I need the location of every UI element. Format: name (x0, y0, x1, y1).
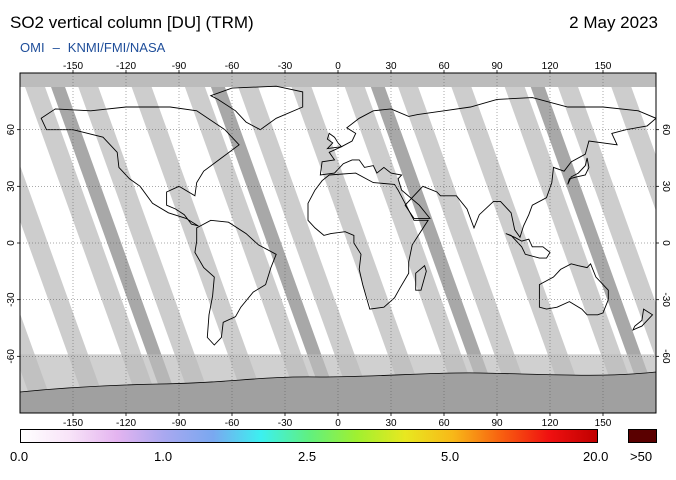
continent-japan (567, 157, 590, 185)
lon-label-top: 60 (438, 61, 450, 72)
lat-label-left: 0 (6, 240, 17, 246)
lon-label-top: 0 (335, 61, 341, 72)
continent-indonesia (505, 233, 551, 259)
colorbar-label: 1.0 (154, 449, 173, 464)
orbit-gap-band (286, 73, 429, 413)
lon-label-bottom: 150 (595, 418, 612, 429)
lon-label-bottom: -120 (116, 418, 136, 429)
orbit-gap-band (20, 165, 110, 413)
credit-institutions: KNMI/FMI/NASA (67, 40, 166, 55)
lon-label-bottom: 90 (491, 418, 503, 429)
orbit-row-anomaly-band (205, 73, 343, 413)
lat-label-left: 60 (6, 124, 17, 136)
continent-new-zealand (632, 308, 654, 331)
lat-label-right: 60 (660, 124, 671, 136)
map-date: 2 May 2023 (569, 13, 658, 32)
lon-label-top: -90 (172, 61, 187, 72)
map-title: SO2 vertical column [DU] (TRM) (10, 13, 254, 32)
lon-label-top: 90 (491, 61, 503, 72)
continent-madagascar (415, 264, 427, 291)
lat-label-right: 30 (660, 181, 671, 193)
colorbar-overflow-box (628, 429, 657, 443)
orbit-gap-band (499, 73, 643, 413)
colorbar-label: >50 (630, 449, 653, 464)
lon-label-bottom: 30 (385, 418, 397, 429)
lon-label-bottom: 120 (542, 418, 559, 429)
lon-label-top: 30 (385, 61, 397, 72)
credit-separator: – (52, 40, 60, 55)
colorbar-label: 20.0 (583, 449, 609, 464)
lat-label-left: 30 (6, 180, 17, 192)
lon-label-top: 150 (595, 61, 612, 72)
lon-label-top: -150 (63, 61, 83, 72)
lon-label-bottom: 0 (335, 418, 341, 429)
lon-label-top: -30 (278, 61, 293, 72)
lon-label-bottom: -150 (63, 418, 83, 429)
continent-uk (326, 132, 343, 150)
lon-label-bottom: -60 (225, 418, 240, 429)
orbit-gap-band (606, 73, 656, 212)
continent-north-america (40, 106, 240, 227)
continent-greenland (209, 85, 304, 131)
lon-label-bottom: -90 (172, 418, 187, 429)
continent-eurasia (319, 97, 656, 239)
orbit-gap-band (233, 73, 376, 413)
colorbar-label: 5.0 (441, 449, 460, 464)
colorbar-label: 0.0 (10, 449, 29, 464)
lon-label-top: -60 (225, 61, 240, 72)
graticule (20, 73, 656, 413)
credit-instrument: OMI (20, 40, 45, 55)
orbit-gap-band (20, 73, 163, 413)
lat-label-right: 0 (660, 240, 671, 246)
lat-label-right: -30 (660, 292, 671, 307)
lon-label-top: 120 (542, 61, 559, 72)
orbit-swaths (20, 73, 656, 413)
orbit-gap-band (73, 73, 216, 413)
lon-label-bottom: -30 (278, 418, 293, 429)
colorbar (20, 429, 598, 443)
credit-line: OMI – KNMI/FMI/NASA (20, 40, 165, 55)
lon-label-bottom: 60 (438, 418, 450, 429)
lat-label-right: -60 (660, 349, 671, 364)
orbit-gap-band (339, 73, 483, 413)
colorbar-label: 2.5 (298, 449, 317, 464)
lon-label-top: -120 (116, 61, 136, 72)
orbit-row-anomaly-band (46, 73, 183, 413)
continent-africa (307, 172, 429, 310)
continent-south-america (194, 219, 277, 346)
lat-label-left: -30 (6, 292, 17, 307)
orbit-gap-band (553, 73, 656, 360)
axis-ticks: -150 -150 -120 -120 -90 -90 -60 -60 -30 -30 0 0 30 30… (6, 61, 671, 429)
lat-label-left: -60 (6, 349, 17, 364)
